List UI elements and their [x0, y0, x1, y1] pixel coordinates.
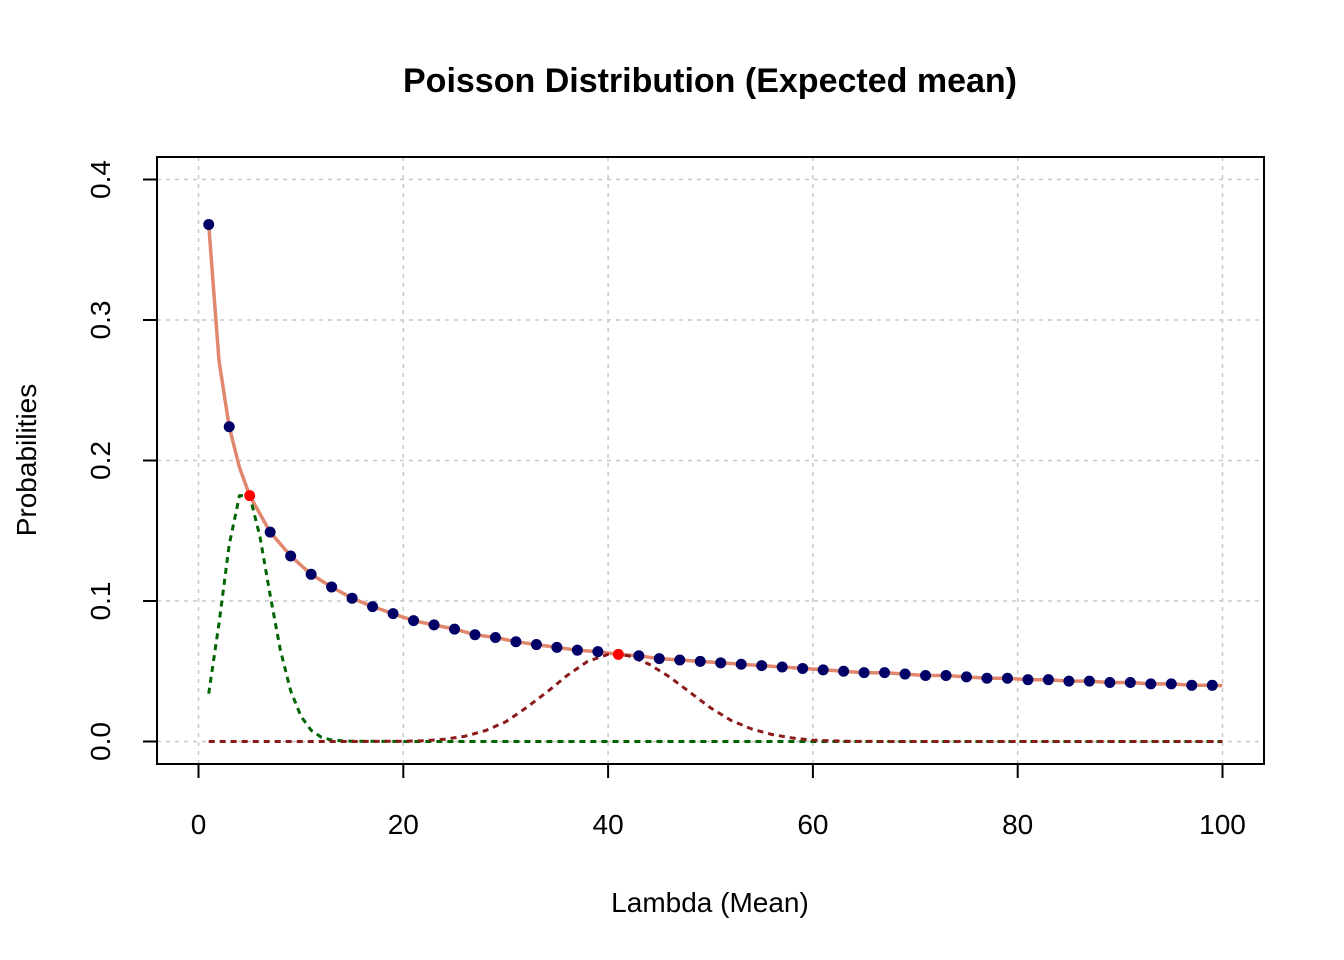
x-tick-label: 100 [1199, 809, 1246, 840]
data-point [776, 661, 788, 673]
data-point [612, 648, 624, 660]
y-axis: 0.0 0.1 0.2 0.3 0.4 [85, 160, 158, 761]
data-point [981, 672, 993, 684]
series-group [203, 218, 1223, 743]
data-point [899, 668, 911, 680]
data-point [1165, 678, 1177, 690]
dashed-series-line [208, 652, 1223, 743]
data-point [223, 421, 235, 433]
grid [157, 157, 1264, 764]
x-axis: 0 20 40 60 80 100 [191, 763, 1246, 840]
data-point [264, 526, 276, 538]
plot-frame [156, 156, 1265, 765]
data-point [1001, 672, 1013, 684]
data-point [674, 654, 686, 666]
data-point [1145, 678, 1157, 690]
data-point [469, 629, 481, 641]
data-point [1124, 676, 1136, 688]
data-point [715, 657, 727, 669]
data-point [1104, 676, 1116, 688]
y-tick-label: 0.4 [85, 160, 116, 199]
y-tick-label: 0.2 [85, 441, 116, 480]
data-point [797, 662, 809, 674]
data-point [653, 653, 665, 665]
y-axis-label: Probabilities [11, 384, 42, 537]
series-line [206, 224, 1223, 688]
data-point [326, 581, 338, 593]
chart-title: Poisson Distribution (Expected mean) [403, 62, 1017, 100]
data-point [633, 650, 645, 662]
data-point [756, 660, 768, 672]
data-point [1083, 675, 1095, 687]
data-point [838, 665, 850, 677]
data-point [879, 667, 891, 679]
data-point [1206, 679, 1218, 691]
data-point [817, 664, 829, 676]
data-point [1186, 679, 1198, 691]
data-point [285, 550, 297, 562]
data-point [858, 667, 870, 679]
data-point [1022, 674, 1034, 686]
x-tick-label: 60 [797, 809, 828, 840]
data-point [735, 658, 747, 670]
data-point [1042, 674, 1054, 686]
x-axis-label: Lambda (Mean) [611, 887, 809, 918]
data-point [449, 623, 460, 635]
data-point [367, 601, 379, 613]
y-tick-label: 0.3 [85, 301, 116, 340]
data-point [203, 218, 215, 230]
data-point [408, 615, 420, 627]
data-point [244, 490, 256, 502]
data-point [428, 619, 440, 631]
data-point [940, 669, 952, 681]
x-tick-label: 20 [388, 809, 419, 840]
x-tick-label: 0 [191, 809, 207, 840]
data-point [305, 568, 317, 580]
data-point [387, 608, 399, 620]
data-point [571, 644, 583, 656]
y-tick-label: 0.1 [85, 582, 116, 621]
data-point [346, 592, 358, 604]
data-point [694, 655, 706, 667]
data-point [530, 639, 542, 651]
data-point [489, 632, 501, 644]
x-tick-label: 80 [1002, 809, 1033, 840]
y-tick-label: 0.0 [85, 722, 116, 761]
data-point [961, 671, 972, 683]
dashed-series-line [207, 494, 1223, 743]
data-point [1063, 675, 1075, 687]
x-tick-label: 40 [593, 809, 624, 840]
data-point [592, 646, 604, 658]
data-point [920, 669, 932, 681]
data-point [510, 636, 522, 648]
data-point [551, 641, 563, 653]
